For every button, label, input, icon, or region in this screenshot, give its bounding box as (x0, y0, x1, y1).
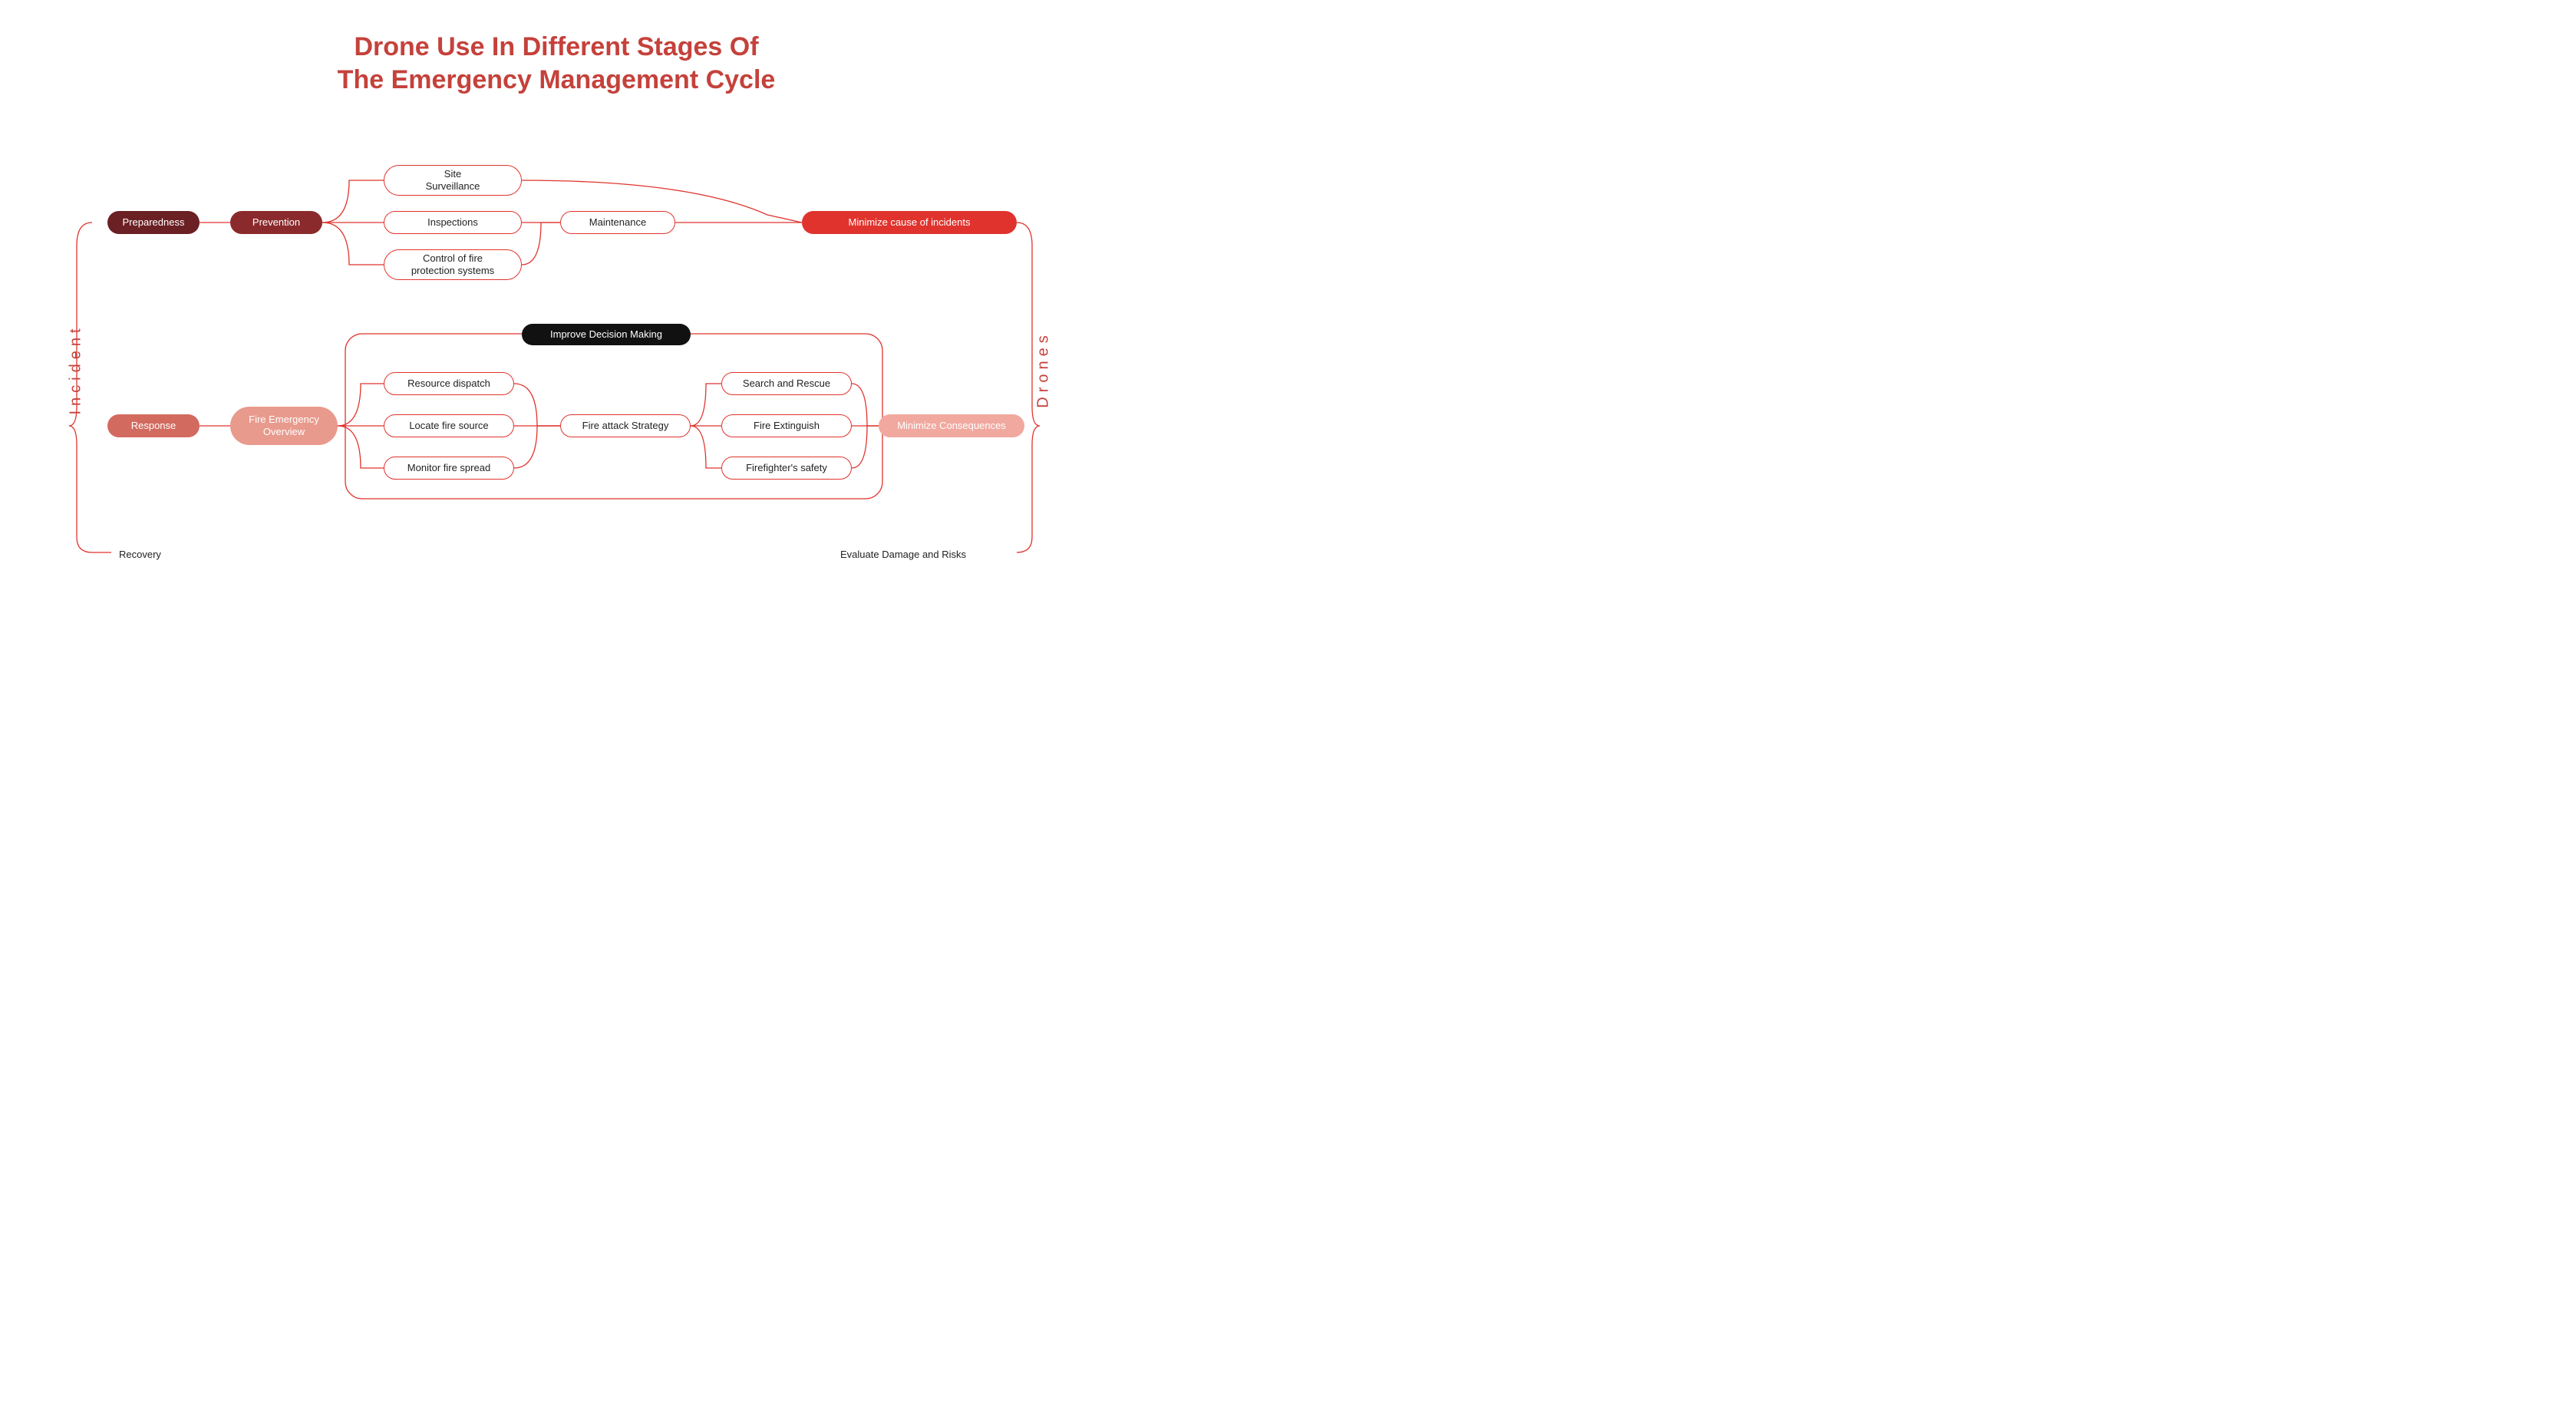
node-site-surveillance-l2: Surveillance (426, 180, 480, 193)
node-control-fire: Control of fire protection systems (384, 249, 522, 280)
side-label-incident: Incident (68, 324, 85, 414)
node-fire-emergency: Fire Emergency Overview (230, 407, 338, 445)
title-line-1: Drone Use In Different Stages Of (354, 32, 758, 61)
node-response: Response (107, 414, 200, 437)
node-recovery: Recovery (119, 549, 161, 560)
node-minimize-consequences: Minimize Consequences (879, 414, 1024, 437)
node-monitor-fire: Monitor fire spread (384, 457, 514, 480)
node-preparedness: Preparedness (107, 211, 200, 234)
node-search-rescue: Search and Rescue (721, 372, 852, 395)
node-minimize-cause: Minimize cause of incidents (802, 211, 1017, 234)
node-maintenance: Maintenance (560, 211, 675, 234)
node-firefighter-safety: Firefighter's safety (721, 457, 852, 480)
node-prevention: Prevention (230, 211, 322, 234)
diagram-title: Drone Use In Different Stages Of The Eme… (0, 0, 1113, 96)
node-site-surveillance-l1: Site (444, 168, 461, 180)
node-inspections: Inspections (384, 211, 522, 234)
node-site-surveillance: Site Surveillance (384, 165, 522, 196)
node-fire-extinguish: Fire Extinguish (721, 414, 852, 437)
node-locate-fire: Locate fire source (384, 414, 514, 437)
node-fire-emergency-l1: Fire Emergency (249, 414, 319, 426)
title-line-2: The Emergency Management Cycle (338, 65, 776, 94)
side-label-drones: Drones (1034, 331, 1052, 407)
node-resource-dispatch: Resource dispatch (384, 372, 514, 395)
node-control-fire-l2: protection systems (411, 265, 494, 277)
node-evaluate: Evaluate Damage and Risks (840, 549, 966, 560)
node-control-fire-l1: Control of fire (423, 252, 483, 265)
node-fire-attack: Fire attack Strategy (560, 414, 691, 437)
node-improve-decision: Improve Decision Making (522, 324, 691, 345)
node-fire-emergency-l2: Overview (263, 426, 305, 438)
diagram-canvas: Incident Drones Preparedness Prevention … (0, 123, 1113, 614)
connector-lines (0, 123, 1113, 614)
